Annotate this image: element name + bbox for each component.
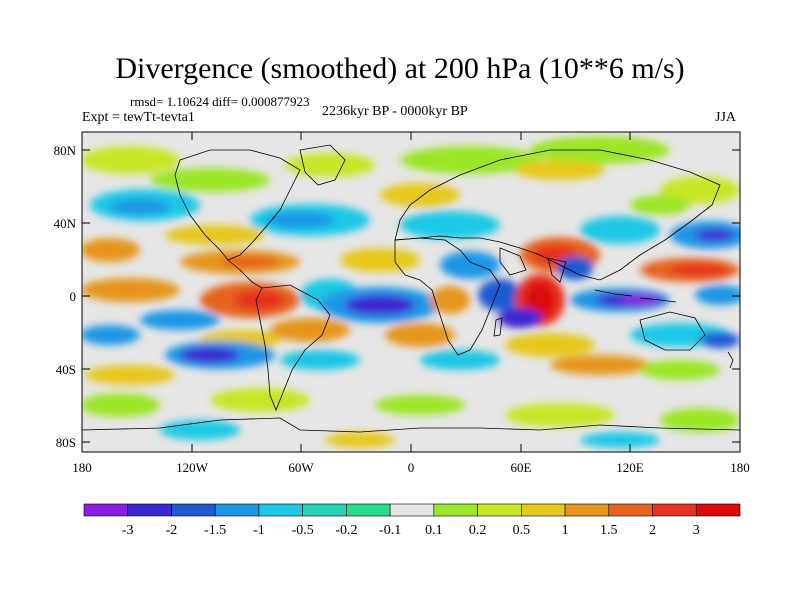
x-tick-label: 60W [288,460,314,475]
coastlines [82,144,740,433]
colorbar-swatch [171,503,216,517]
x-tick-label: 120W [176,460,209,475]
colorbar-label: -0.2 [335,523,357,538]
stats-line: rmsd= 1.10624 diff= 0.000877923 [130,94,310,109]
y-tick-label: 80S [56,435,76,450]
colorbar-label: 0.1 [425,523,443,538]
colorbar-swatch [564,503,610,517]
colorbar-swatch [127,503,172,517]
colorbar-swatch [302,503,347,517]
colorbar-swatch [83,503,129,517]
colorbar-label: 3 [693,523,700,538]
colorbar-label: -3 [122,523,134,538]
colorbar-swatch [652,503,697,517]
y-axis [82,149,740,443]
y-tick-label: 0 [70,289,77,304]
x-tick-label: 180 [730,460,750,475]
colorbar-swatch [258,503,303,517]
colorbar-label: -0.1 [379,523,401,538]
season-label: JJA [715,110,737,125]
colorbar-label: 0.5 [513,523,531,538]
period-label: 2236kyr BP - 0000kyr BP [322,104,468,119]
colorbar-swatch [521,503,566,517]
colorbar: -3 -2 -1.5 -1 -0.5 -0.2 -0.1 0.1 0.2 0.5 1 1.5 2 3 [83,503,741,538]
colorbar-swatch [695,503,741,517]
colorbar-label: 1.5 [600,523,618,538]
x-tick-label: 120E [616,460,644,475]
colorbar-label: -1.5 [204,523,226,538]
y-tick-label: 40N [54,216,77,231]
colorbar-swatch [477,503,522,517]
divergence-field [82,136,740,448]
colorbar-swatch [346,503,391,517]
colorbar-label: -0.5 [292,523,314,538]
colorbar-swatch [608,503,653,517]
colorbar-swatch [389,503,435,517]
x-axis [81,132,741,452]
colorbar-swatch [214,503,260,517]
x-tick-label: 60E [511,460,532,475]
y-tick-label: 40S [56,362,76,377]
colorbar-label: -2 [166,523,178,538]
colorbar-label: 0.2 [469,523,487,538]
y-tick-label: 80N [54,143,77,158]
x-tick-label: 180 [72,460,92,475]
colorbar-label: 1 [562,523,569,538]
colorbar-swatch [433,503,478,517]
experiment-label: Expt = tewTt-tevta1 [82,110,195,125]
x-tick-label: 0 [408,460,415,475]
colorbar-label: -1 [253,523,265,538]
plot-title: Divergence (smoothed) at 200 hPa (10**6 … [115,52,685,85]
colorbar-label: 2 [649,523,656,538]
